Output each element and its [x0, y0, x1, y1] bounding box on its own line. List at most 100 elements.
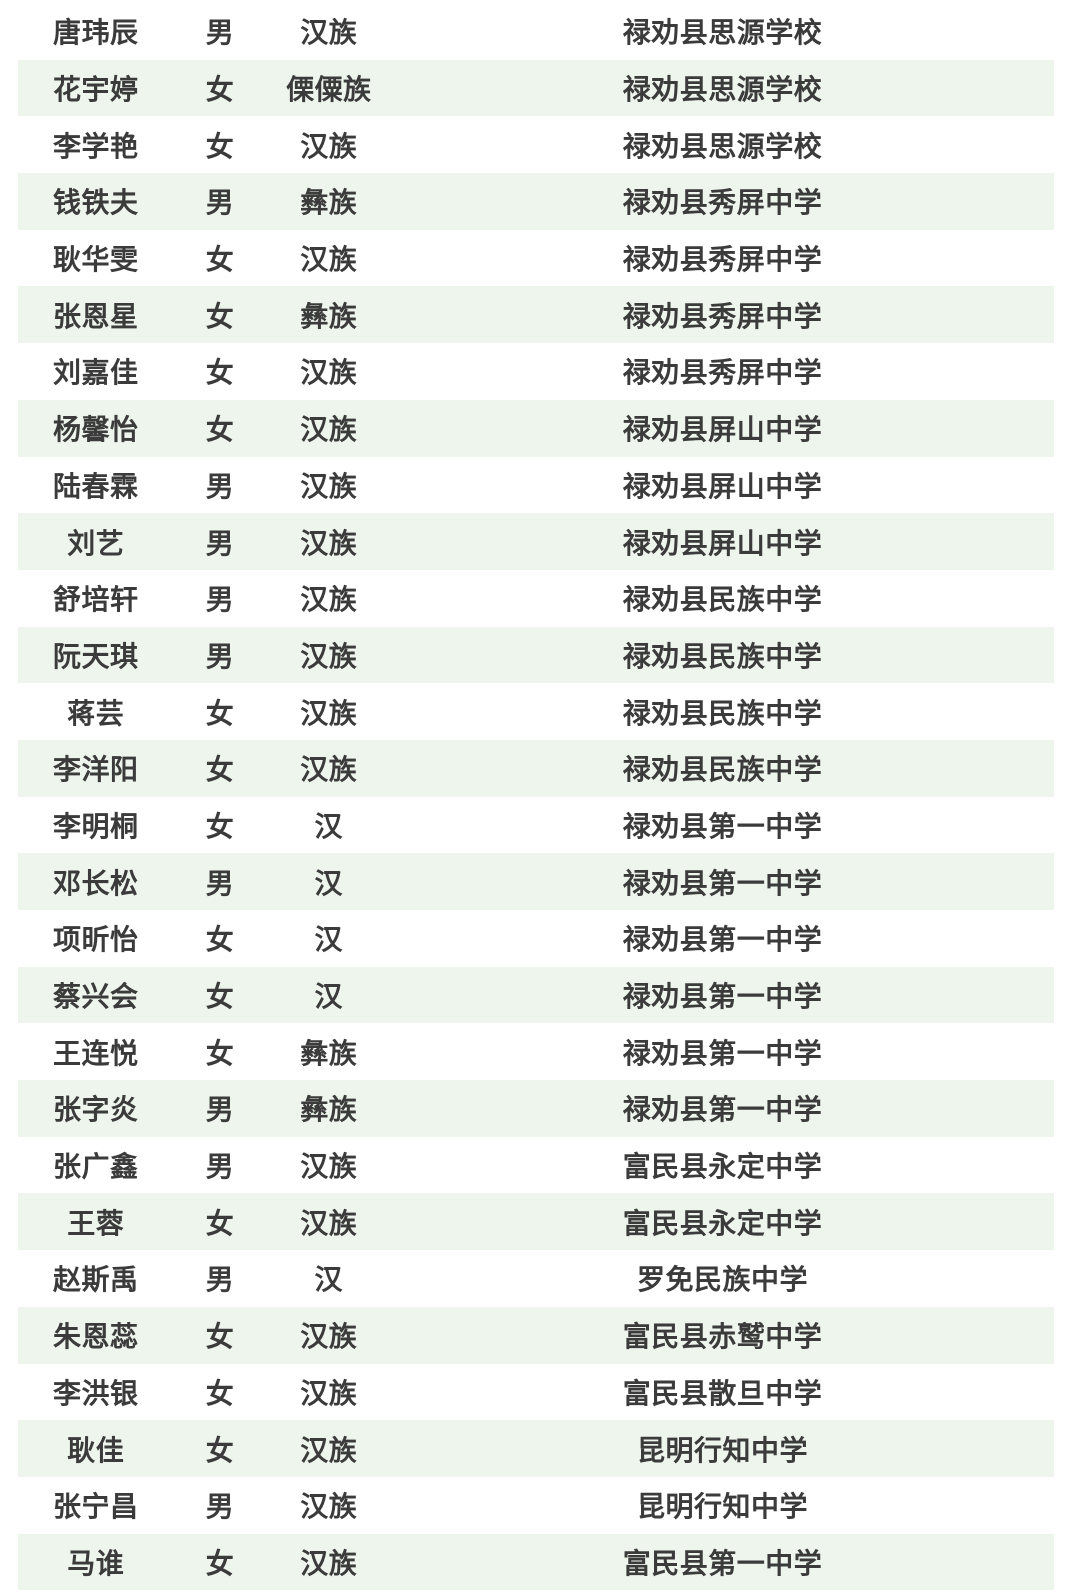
table-row: 张字炎 男 彝族 禄劝县第一中学 [18, 1080, 1054, 1137]
table-row: 阮天琪 男 汉族 禄劝县民族中学 [18, 626, 1054, 684]
student-school-cell: 罗免民族中学 [636, 1264, 808, 1296]
student-school-cell: 昆明行知中学 [636, 1434, 808, 1466]
student-gender-cell: 男 [205, 187, 235, 219]
student-name-cell: 舒培轩 [52, 584, 139, 616]
table-row: 陆春霖 男 汉族 禄劝县屏山中学 [18, 456, 1054, 514]
student-gender-cell: 男 [205, 867, 235, 899]
student-ethnicity-cell: 汉族 [300, 17, 358, 49]
student-roster-table: 唐玮辰 男 汉族 禄劝县思源学校 花宇婷 女 傈僳族 禄劝县思源学校 李学艳 女… [18, 3, 1054, 1591]
student-name-cell: 唐玮辰 [52, 17, 139, 49]
student-school-cell: 禄劝县民族中学 [622, 640, 823, 672]
student-school-cell: 禄劝县秀屏中学 [622, 357, 823, 389]
student-ethnicity-cell: 汉族 [300, 357, 358, 389]
student-gender-cell: 女 [205, 981, 235, 1013]
student-gender-cell: 女 [205, 244, 235, 276]
student-gender-cell: 女 [205, 1207, 235, 1239]
student-gender-cell: 女 [205, 754, 235, 786]
student-school-cell: 禄劝县秀屏中学 [622, 187, 823, 219]
student-school-cell: 富民县永定中学 [622, 1151, 823, 1183]
table-row: 刘艺 男 汉族 禄劝县屏山中学 [18, 513, 1054, 570]
student-ethnicity-cell: 傈僳族 [286, 74, 372, 106]
student-school-cell: 禄劝县屏山中学 [622, 414, 823, 446]
student-gender-cell: 女 [205, 924, 235, 956]
table-row: 张宁昌 男 汉族 昆明行知中学 [18, 1476, 1054, 1534]
student-name-cell: 王连悦 [52, 1037, 139, 1069]
student-school-cell: 富民县散旦中学 [622, 1377, 823, 1409]
table-row: 唐玮辰 男 汉族 禄劝县思源学校 [18, 3, 1054, 60]
student-name-cell: 李明桐 [52, 810, 139, 842]
student-gender-cell: 男 [205, 1151, 235, 1183]
student-name-cell: 蒋芸 [67, 697, 125, 729]
table-row: 耿华雯 女 汉族 禄劝县秀屏中学 [18, 229, 1054, 287]
student-gender-cell: 男 [205, 1264, 235, 1296]
student-school-cell: 禄劝县屏山中学 [622, 470, 823, 502]
student-school-cell: 禄劝县民族中学 [622, 584, 823, 616]
table-row: 花宇婷 女 傈僳族 禄劝县思源学校 [18, 59, 1054, 117]
table-row: 马谁 女 汉族 富民县第一中学 [18, 1533, 1054, 1591]
student-gender-cell: 男 [205, 470, 235, 502]
student-ethnicity-cell: 汉族 [300, 244, 358, 276]
student-name-cell: 李洋阳 [52, 754, 139, 786]
student-school-cell: 禄劝县秀屏中学 [622, 300, 823, 332]
student-name-cell: 陆春霖 [52, 470, 139, 502]
student-name-cell: 张恩星 [52, 300, 139, 332]
student-name-cell: 邓长松 [52, 867, 139, 899]
student-gender-cell: 女 [205, 697, 235, 729]
student-ethnicity-cell: 汉族 [300, 640, 358, 672]
student-name-cell: 耿华雯 [52, 244, 139, 276]
student-gender-cell: 女 [205, 1434, 235, 1466]
student-ethnicity-cell: 彝族 [300, 1094, 358, 1126]
student-school-cell: 禄劝县第一中学 [622, 867, 823, 899]
student-gender-cell: 女 [205, 414, 235, 446]
student-school-cell: 禄劝县思源学校 [622, 130, 823, 162]
student-name-cell: 刘艺 [67, 527, 125, 559]
student-ethnicity-cell: 汉 [314, 981, 344, 1013]
student-ethnicity-cell: 彝族 [300, 1037, 358, 1069]
student-ethnicity-cell: 汉族 [300, 1377, 358, 1409]
student-ethnicity-cell: 汉族 [300, 130, 358, 162]
student-school-cell: 禄劝县秀屏中学 [622, 244, 823, 276]
table-row: 杨馨怡 女 汉族 禄劝县屏山中学 [18, 399, 1054, 457]
student-school-cell: 昆明行知中学 [636, 1491, 808, 1523]
student-gender-cell: 女 [205, 1321, 235, 1353]
table-row: 蒋芸 女 汉族 禄劝县民族中学 [18, 683, 1054, 740]
student-name-cell: 朱恩蕊 [52, 1321, 139, 1353]
table-row: 舒培轩 男 汉族 禄劝县民族中学 [18, 569, 1054, 627]
student-ethnicity-cell: 汉族 [300, 470, 358, 502]
table-row: 李洋阳 女 汉族 禄劝县民族中学 [18, 739, 1054, 797]
student-name-cell: 李洪银 [52, 1377, 139, 1409]
table-row: 张广鑫 男 汉族 富民县永定中学 [18, 1136, 1054, 1194]
student-gender-cell: 男 [205, 1491, 235, 1523]
student-name-cell: 杨馨怡 [52, 414, 139, 446]
student-school-cell: 禄劝县第一中学 [622, 810, 823, 842]
student-name-cell: 张宁昌 [52, 1491, 139, 1523]
student-name-cell: 马谁 [67, 1547, 125, 1579]
student-ethnicity-cell: 彝族 [300, 187, 358, 219]
table-row: 邓长松 男 汉 禄劝县第一中学 [18, 853, 1054, 910]
student-ethnicity-cell: 汉 [314, 924, 344, 956]
student-name-cell: 刘嘉佳 [52, 357, 139, 389]
student-ethnicity-cell: 汉族 [300, 1321, 358, 1353]
student-name-cell: 花宇婷 [52, 74, 139, 106]
student-gender-cell: 男 [205, 584, 235, 616]
student-school-cell: 富民县第一中学 [622, 1547, 823, 1579]
student-ethnicity-cell: 汉 [314, 810, 344, 842]
table-row: 朱恩蕊 女 汉族 富民县赤鹫中学 [18, 1306, 1054, 1364]
table-row: 刘嘉佳 女 汉族 禄劝县秀屏中学 [18, 343, 1054, 400]
student-ethnicity-cell: 汉族 [300, 414, 358, 446]
student-name-cell: 赵斯禹 [52, 1264, 139, 1296]
student-gender-cell: 女 [205, 74, 235, 106]
table-row: 王连悦 女 彝族 禄劝县第一中学 [18, 1023, 1054, 1081]
student-school-cell: 禄劝县屏山中学 [622, 527, 823, 559]
student-gender-cell: 女 [205, 1547, 235, 1579]
student-gender-cell: 女 [205, 1377, 235, 1409]
student-name-cell: 王蓉 [67, 1207, 125, 1239]
student-school-cell: 禄劝县民族中学 [622, 754, 823, 786]
student-ethnicity-cell: 汉 [314, 867, 344, 899]
student-ethnicity-cell: 汉族 [300, 1207, 358, 1239]
student-school-cell: 禄劝县第一中学 [622, 924, 823, 956]
student-school-cell: 禄劝县第一中学 [622, 981, 823, 1013]
student-school-cell: 禄劝县民族中学 [622, 697, 823, 729]
student-gender-cell: 男 [205, 527, 235, 559]
student-ethnicity-cell: 汉 [314, 1264, 344, 1296]
